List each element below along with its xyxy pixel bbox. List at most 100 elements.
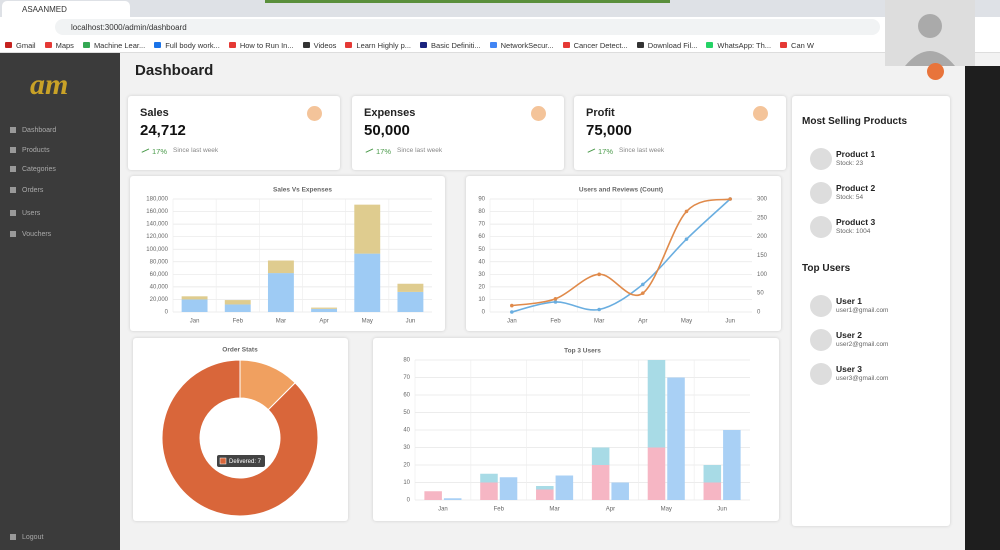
bookmarks-bar: Gmail Maps Machine Lear... Full body work..… (0, 37, 1000, 53)
card-value: 75,000 (586, 122, 632, 139)
sidebar: Dashboard Products Categories Orders Users Vo… (0, 53, 120, 550)
bar (397, 291, 424, 312)
x-tick-label: Feb (494, 507, 505, 513)
card-label: Profit (586, 107, 615, 119)
bookmark-icon (706, 42, 714, 48)
url-bar[interactable]: localhost:3000/admin/dashboard (55, 19, 880, 35)
bookmark-icon (489, 42, 497, 48)
bookmark-icon (345, 42, 353, 48)
user-avatar (810, 295, 832, 317)
y-tick-label: 20 (403, 463, 410, 469)
chart-title: Users and Reviews (Count) (579, 187, 663, 194)
bookmark[interactable]: Machine Lear... (82, 41, 145, 50)
y-tick-label: 70 (403, 375, 410, 381)
bar (536, 489, 554, 500)
bookmark-icon (636, 42, 644, 48)
bookmark[interactable]: Learn Highly p... (345, 41, 411, 50)
x-tick-label: Apr (319, 319, 328, 325)
bar (703, 465, 722, 483)
menu-item[interactable]: Users (10, 210, 40, 217)
y-tick-label: 30 (478, 272, 485, 278)
bookmark-icon (780, 42, 788, 48)
x-tick-label: May (661, 507, 672, 513)
bookmark-label: NetworkSecur... (500, 41, 554, 50)
menu-item[interactable]: Categories (10, 166, 56, 173)
user-name[interactable]: User 1 (836, 296, 862, 306)
y-tick-label: 40 (403, 428, 410, 434)
bar (224, 304, 251, 312)
tooltip-box (217, 455, 265, 467)
user-name[interactable]: User 2 (836, 330, 862, 340)
user-email: user1@gmail.com (836, 307, 889, 314)
point (553, 300, 558, 304)
product-name[interactable]: Product 3 (836, 217, 876, 227)
section-title: Top Users (802, 263, 851, 274)
menu-item[interactable]: Logout (10, 534, 43, 541)
bookmark[interactable]: Download Fil... (636, 41, 697, 50)
card-change: 17% (587, 147, 613, 156)
y-tick-label: 50 (478, 247, 485, 253)
logo[interactable]: am (30, 68, 69, 101)
menu-icon (10, 210, 16, 216)
bookmark[interactable]: Basic Definiti... (420, 41, 481, 50)
stat-card: Profit 75,000 17% Since last week (574, 96, 786, 170)
y-tick-label: 10 (478, 297, 485, 303)
y-tick-label: 20,000 (150, 297, 169, 303)
bookmark[interactable]: NetworkSecur... (489, 41, 554, 50)
bookmark[interactable]: Can W (780, 41, 814, 50)
bookmark[interactable]: Videos (302, 41, 336, 50)
card-note: Since last week (619, 147, 665, 154)
chart-title: Top 3 Users (564, 348, 601, 355)
card-change: 17% (365, 147, 392, 156)
product-name[interactable]: Product 2 (836, 183, 876, 193)
screen-edge (965, 66, 1000, 550)
x-tick-label: Mar (594, 319, 604, 325)
bookmark-icon (5, 42, 12, 48)
bar (181, 296, 208, 300)
product-name[interactable]: Product 1 (836, 149, 876, 159)
browser-tab[interactable]: ASAANMED (2, 1, 130, 17)
bookmark-label: How to Run In... (239, 41, 294, 50)
y-tick-label: 100,000 (146, 247, 168, 253)
change-value: 17% (376, 147, 392, 156)
menu-item[interactable]: Vouchers (10, 231, 51, 238)
y-tick-label: 40,000 (150, 284, 169, 290)
bookmark[interactable]: Gmail (5, 41, 36, 50)
share-bar (265, 0, 670, 3)
bar (536, 486, 554, 490)
user-name[interactable]: User 3 (836, 364, 862, 374)
menu-icon (10, 534, 16, 540)
bookmark[interactable]: How to Run In... (228, 41, 294, 50)
bookmark[interactable]: Full body work... (154, 41, 220, 50)
bar (181, 299, 208, 312)
tooltip-text: Delivered: 7 (229, 459, 262, 465)
card-label: Expenses (364, 107, 416, 119)
card-note: Since last week (173, 147, 219, 154)
avatar[interactable] (927, 63, 944, 80)
point (510, 303, 514, 308)
x-tick-label: Jun (406, 319, 416, 325)
product-icon (810, 148, 832, 170)
y-tick-label: 80 (478, 209, 485, 215)
x-tick-label: Feb (550, 319, 561, 325)
y-tick-label: 80,000 (150, 259, 169, 265)
menu-item[interactable]: Orders (10, 187, 43, 194)
chart-title: Order Stats (222, 347, 258, 354)
bookmark-icon (82, 42, 90, 48)
menu-item[interactable]: Dashboard (10, 127, 56, 134)
bar (267, 273, 294, 312)
bar (267, 260, 294, 274)
card-icon (307, 106, 322, 121)
y-tick-label: 50 (403, 410, 410, 416)
bookmark[interactable]: Maps (44, 41, 74, 50)
y-tick-label: 80 (403, 358, 410, 364)
menu-label: Categories (22, 166, 56, 173)
menu-item[interactable]: Products (10, 147, 50, 154)
bookmark[interactable]: Cancer Detect... (562, 41, 628, 50)
bookmark-icon (154, 42, 162, 48)
bookmark-label: Basic Definiti... (431, 41, 481, 50)
bookmark[interactable]: WhatsApp: Th... (706, 41, 771, 50)
y2-tick-label: 200 (757, 234, 768, 240)
menu-icon (10, 147, 16, 153)
